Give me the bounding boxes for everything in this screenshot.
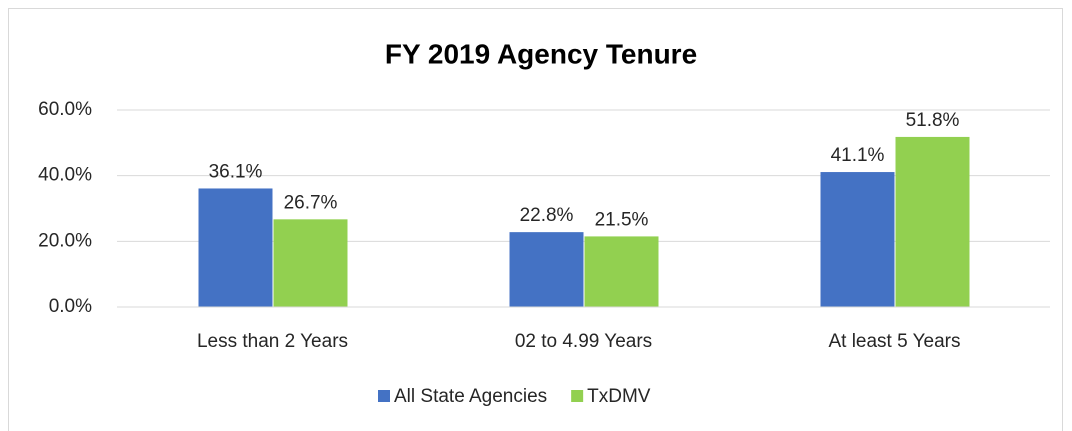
bar: [273, 219, 348, 307]
y-tick-label: 0.0%: [49, 296, 92, 317]
x-tick-label: 02 to 4.99 Years: [515, 331, 652, 352]
x-tick-label: Less than 2 Years: [197, 331, 348, 352]
value-label: 36.1%: [209, 161, 263, 182]
bar: [198, 188, 273, 307]
legend-label: All State Agencies: [394, 386, 547, 407]
bar: [509, 232, 584, 307]
value-label: 21.5%: [595, 209, 649, 230]
legend-swatch: [571, 390, 584, 402]
value-label: 41.1%: [831, 145, 885, 166]
value-label: 51.8%: [906, 110, 960, 131]
value-label: 22.8%: [520, 205, 574, 226]
y-tick-label: 40.0%: [38, 165, 92, 186]
y-tick-label: 20.0%: [38, 230, 92, 251]
x-tick-label: At least 5 Years: [828, 331, 960, 352]
legend-label: TxDMV: [587, 386, 651, 407]
chart-title: FY 2019 Agency Tenure: [385, 38, 697, 69]
y-tick-label: 60.0%: [38, 99, 92, 120]
bar: [584, 236, 659, 307]
legend-swatch: [378, 390, 390, 402]
bar: [820, 172, 895, 307]
bar: [895, 136, 970, 307]
value-label: 26.7%: [284, 192, 338, 213]
